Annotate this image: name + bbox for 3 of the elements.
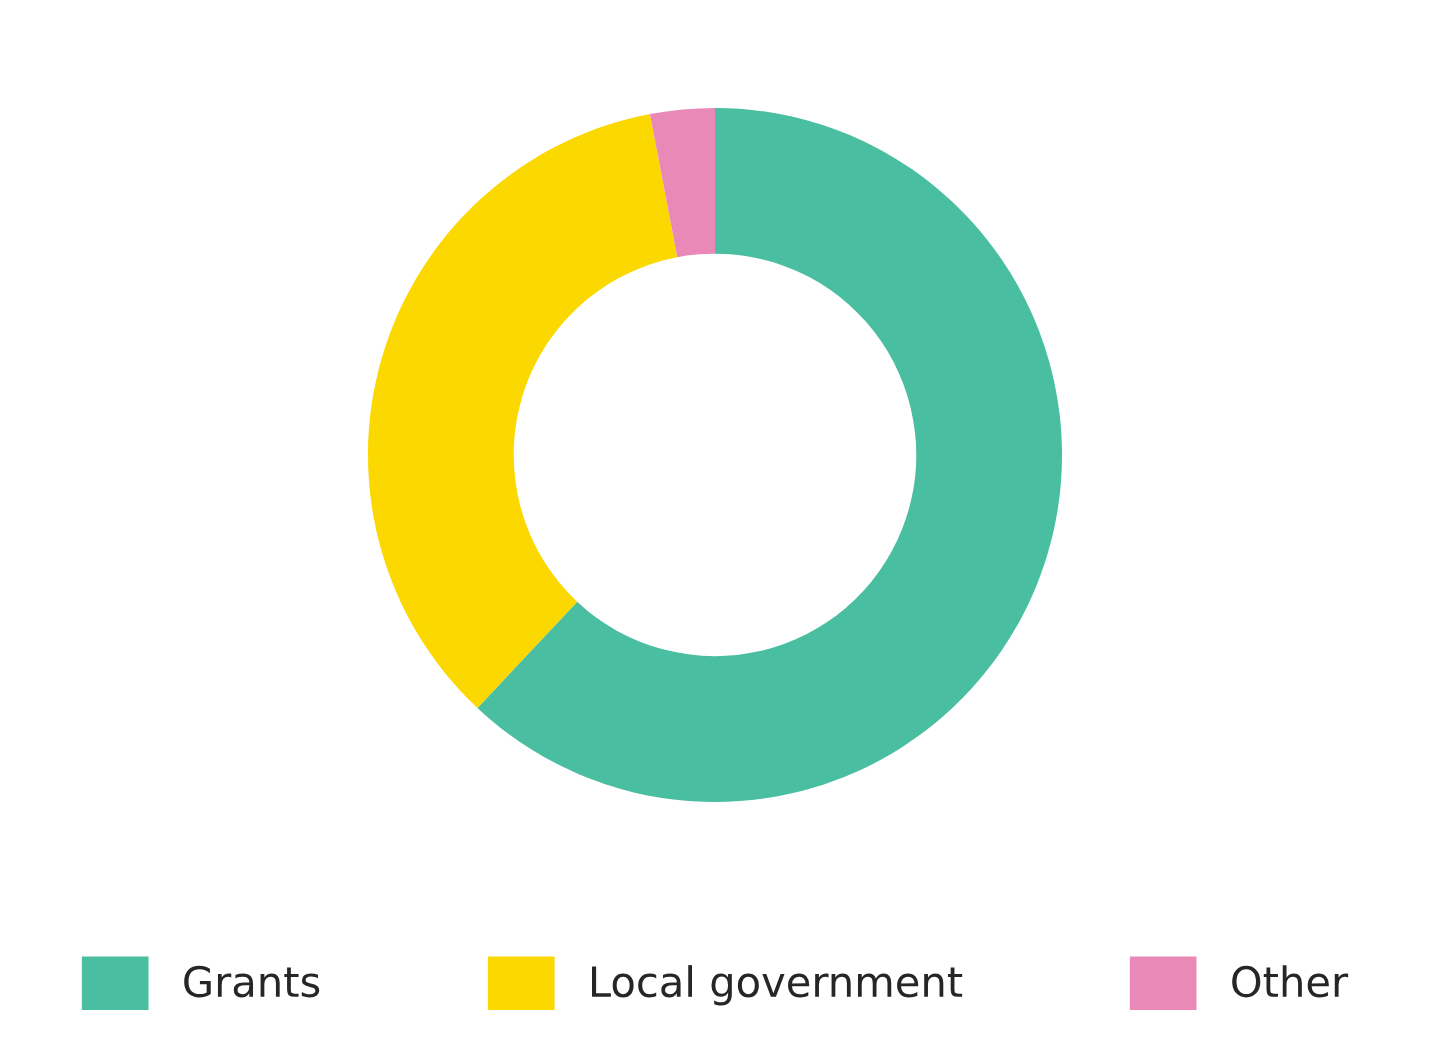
legend-label: Grants [184, 965, 320, 998]
legend-label: Local government [592, 965, 963, 1006]
legend-label: Other [1232, 965, 1349, 998]
